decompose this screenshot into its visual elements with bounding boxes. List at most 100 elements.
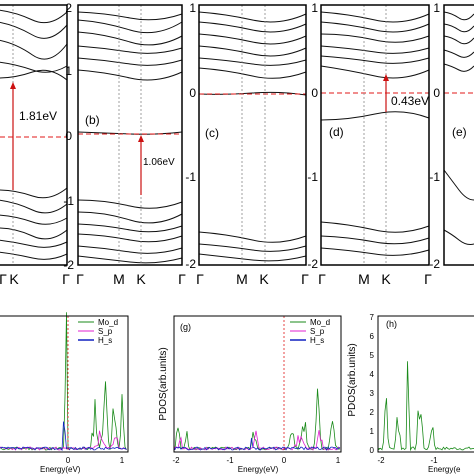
band-curve	[77, 57, 183, 66]
kpoint-label: Γ	[424, 271, 432, 287]
band-curve	[443, 229, 474, 245]
panel-label: (h)	[386, 319, 397, 329]
pdos-panel-f: Mo_d S_p H_s 0 1 Energy(eV)	[0, 312, 129, 474]
band-curve	[320, 55, 430, 64]
kpoint-label: K	[381, 271, 391, 287]
band-curve	[443, 35, 474, 45]
gap-arrowhead	[10, 82, 16, 89]
band-curve	[0, 187, 68, 199]
ytick-label: -1	[307, 170, 318, 184]
band-curve	[0, 21, 68, 39]
panel-label: (d)	[329, 125, 344, 139]
h-s-pdos-curve	[174, 437, 341, 451]
pdos-curves	[0, 312, 127, 452]
xtick-label: -2	[172, 456, 180, 465]
ytick-label: 1	[311, 1, 318, 15]
band-curve	[198, 243, 307, 252]
gap-arrowhead	[138, 135, 144, 142]
xtick-label: -2	[377, 456, 385, 465]
band-curve	[320, 33, 430, 43]
band-curve	[77, 223, 183, 233]
ytick-label: 2	[370, 408, 375, 417]
x-axis-label: Energy(e	[428, 465, 461, 474]
ytick-label: -2	[307, 257, 318, 271]
band-curve	[77, 11, 183, 21]
band-curve	[77, 211, 183, 224]
ytick-label: 5	[370, 351, 375, 360]
band-lines	[77, 11, 183, 264]
panel-label: (g)	[180, 322, 191, 332]
band-curve	[198, 57, 307, 66]
pdos-panel-g: (g) Mo_d S_p H_s PDOS(arb.units) -2 -1 0…	[158, 315, 342, 474]
panel-label: (b)	[85, 113, 100, 127]
xtick-label: -1	[226, 456, 234, 465]
band-panel-a: 1.81eV Γ K Γ	[0, 4, 70, 287]
ytick-label: 0	[370, 446, 375, 455]
band-curve	[443, 63, 474, 72]
ytick-label: -2	[429, 257, 440, 271]
band-curve	[320, 111, 430, 121]
band-c-yticks: 1 0 -1 -2	[185, 1, 196, 271]
y-axis-label: PDOS(arb.units)	[347, 343, 358, 416]
kpoint-label: Γ	[196, 271, 204, 287]
band-d-yticks: 1 0 -1 -2	[307, 1, 318, 271]
s-p-pdos-curve	[174, 430, 341, 451]
kpoint-label: Γ	[0, 271, 7, 287]
band-curve	[443, 169, 474, 201]
ytick-label: -1	[429, 170, 440, 184]
panel-frame	[173, 315, 342, 453]
ytick-label: 4	[370, 370, 375, 379]
band-curve	[77, 255, 183, 264]
band-panel-d: (d) 0.43eV Γ M K Γ	[318, 4, 432, 287]
band-curve	[0, 61, 68, 73]
kpoint-label: Γ	[62, 271, 70, 287]
ytick-label: 0	[65, 129, 72, 143]
ytick-label: -1	[185, 170, 196, 184]
ytick-label: 1	[370, 427, 375, 436]
band-curve	[320, 11, 430, 23]
ytick-label: 1	[433, 1, 440, 15]
band-curve	[198, 45, 307, 57]
y-axis-label: PDOS(arb.units)	[158, 347, 169, 420]
ytick-label: 0	[433, 86, 440, 100]
gap-label: 1.81eV	[19, 109, 57, 123]
band-curve	[320, 21, 430, 33]
ytick-label: -1	[63, 194, 74, 208]
band-curve	[320, 65, 430, 79]
xtick-label: -1	[430, 456, 438, 465]
band-curve	[320, 221, 430, 233]
ytick-label: 3	[370, 389, 375, 398]
band-curve	[198, 11, 307, 23]
kpoint-label: M	[358, 271, 370, 287]
band-curve	[198, 67, 307, 79]
kpoint-label: Γ	[76, 271, 84, 287]
kpoint-label: Γ	[318, 271, 326, 287]
mo-d-pdos-curve	[378, 361, 474, 452]
kpoint-label: K	[259, 271, 269, 287]
band-lines	[443, 11, 474, 245]
band-lines	[198, 11, 307, 262]
band-curve	[77, 245, 183, 254]
panel-frame	[320, 4, 430, 266]
gap-arrowhead	[383, 74, 389, 81]
legend-entry: Mo_d	[98, 318, 118, 327]
band-curve	[0, 199, 68, 214]
band-curve	[0, 214, 68, 225]
pdos-curves	[174, 388, 341, 451]
xtick-label: 0	[282, 456, 287, 465]
band-curve	[320, 235, 430, 245]
band-curve	[320, 247, 430, 256]
band-curve	[0, 9, 68, 24]
ytick-label: 0	[189, 86, 196, 100]
legend: Mo_d S_p H_s	[290, 318, 330, 345]
panel-frame	[0, 315, 129, 453]
kpoint-label: M	[113, 271, 125, 287]
band-curve	[198, 231, 307, 243]
ytick-label: 6	[370, 332, 375, 341]
xtick-label: 1	[120, 456, 125, 465]
band-curve	[77, 199, 183, 209]
x-axis-label: Energy(eV)	[238, 465, 279, 474]
panel-frame	[377, 315, 474, 453]
panel-label: (c)	[205, 126, 219, 140]
